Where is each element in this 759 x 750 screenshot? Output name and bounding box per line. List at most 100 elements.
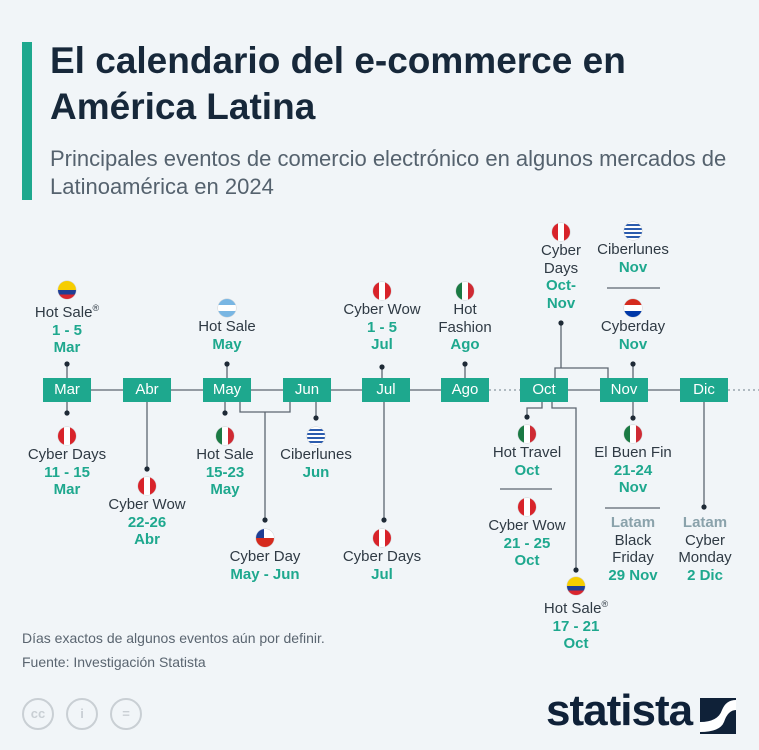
month-ago: Ago <box>441 378 489 402</box>
event: Cyber Wow 22-26 Abr <box>72 477 222 549</box>
flag-mexico-icon <box>216 427 234 445</box>
event: Latam Cyber Monday 2 Dic <box>630 514 759 584</box>
month-jul: Jul <box>362 378 410 402</box>
event-name: Hot Sale® <box>34 303 100 321</box>
event-name: Monday <box>678 549 732 566</box>
event-date: 21-24 <box>613 461 653 479</box>
event-date: May <box>212 335 242 353</box>
event-name: Cyber Day <box>229 548 301 565</box>
flag-peru-icon <box>518 498 536 516</box>
event-date: May - Jun <box>230 565 300 583</box>
month-dic: Dic <box>680 378 728 402</box>
flag-peru-icon <box>138 477 156 495</box>
event-date: Nov <box>618 258 648 276</box>
month-oct: Oct <box>520 378 568 402</box>
flag-peru-icon <box>58 427 76 445</box>
event-name: Cyber Wow <box>108 496 186 513</box>
statista-logo-mark-icon <box>700 698 736 734</box>
event-name: Cyber Days <box>27 446 107 463</box>
event: Cyber Days Oct- Nov <box>486 223 636 312</box>
event-date: 22-26 <box>127 513 167 531</box>
event-date: Oct <box>514 552 540 569</box>
connector-line <box>239 402 291 413</box>
flag-peru-icon <box>373 529 391 547</box>
event-date: Oct- <box>546 277 576 294</box>
event-date: Ago <box>450 336 480 353</box>
connector-line <box>554 367 609 378</box>
connector-dot <box>381 517 387 523</box>
event-name: Hot Sale <box>196 446 254 463</box>
event-name: Hot Sale <box>198 318 256 335</box>
event: Hot Sale 15-23 May <box>150 427 300 499</box>
event-name: Hot <box>453 301 477 318</box>
flag-paraguay-icon <box>624 299 642 317</box>
accent-bar <box>22 42 32 200</box>
event-date: Oct <box>563 635 589 652</box>
connector-line <box>526 402 543 417</box>
connector-dot <box>64 410 70 416</box>
connector-dot <box>573 567 579 573</box>
event-name: Black <box>614 531 652 549</box>
event-name: Cyber <box>540 242 581 259</box>
event-name: Ciberlunes <box>597 241 669 258</box>
month-jun: Jun <box>283 378 331 402</box>
event-date: 11 - 15 <box>44 463 90 481</box>
event-name: El Buen Fin <box>594 444 672 461</box>
event-date: Mar <box>53 339 81 356</box>
no-derivatives-icon[interactable]: = <box>110 698 142 730</box>
source-note: Fuente: Investigación Statista <box>22 654 206 670</box>
event-date: Nov <box>618 335 648 353</box>
event: Hot Sale May <box>152 299 302 353</box>
event: Ciberlunes Nov <box>558 222 708 276</box>
flag-argentina-icon <box>218 299 236 317</box>
flag-chile-icon <box>256 529 274 547</box>
event: Hot Travel Oct <box>452 425 602 479</box>
event-name: Cyberday <box>600 318 666 335</box>
event-date: 17 - 21 <box>552 617 600 635</box>
event: Cyber Days Jul <box>307 529 457 583</box>
flag-peru-icon <box>552 223 570 241</box>
flag-mexico-icon <box>624 425 642 443</box>
event-name: Cyber <box>684 531 725 549</box>
connector-dot <box>630 415 636 421</box>
connector-line <box>551 402 577 570</box>
event-date: 21 - 25 <box>503 534 551 552</box>
month-nov: Nov <box>600 378 648 402</box>
registered-mark: ® <box>601 599 609 609</box>
connector-dot <box>524 414 530 420</box>
event-region: Latam <box>682 514 728 531</box>
event-date: Nov <box>618 479 648 496</box>
flag-colombia-icon <box>567 577 585 595</box>
connector-dot <box>701 504 707 510</box>
month-may: May <box>203 378 251 402</box>
event-name: Friday <box>612 549 654 566</box>
event-date: Jul <box>371 336 393 353</box>
flag-uruguay-icon <box>307 427 325 445</box>
connector-dot <box>462 361 468 367</box>
event: Cyber Day May - Jun <box>190 529 340 583</box>
event-name: Cyber Wow <box>488 517 566 534</box>
event-name: Days <box>543 259 579 277</box>
flag-mexico-icon <box>456 282 474 300</box>
event-name: Cyber Days <box>342 548 422 565</box>
connector-dot <box>222 410 228 416</box>
connector-dot <box>64 361 70 367</box>
event-date: 1 - 5 <box>366 318 397 336</box>
event: Cyber Days 11 - 15 Mar <box>0 427 142 499</box>
event-date: 29 Nov <box>608 566 658 584</box>
cc-icon[interactable]: cc <box>22 698 54 730</box>
connector-dot <box>379 364 385 370</box>
event: El Buen Fin 21-24 Nov <box>558 425 708 497</box>
statista-logo[interactable]: statista <box>546 686 693 735</box>
event-date: Jul <box>371 565 393 583</box>
event: Cyberday Nov <box>558 299 708 353</box>
registered-mark: ® <box>92 303 100 313</box>
flag-uruguay-icon <box>624 222 642 240</box>
flag-peru-icon <box>373 282 391 300</box>
connector-dot <box>144 466 150 472</box>
connector-dot <box>558 320 564 326</box>
event-date: 15-23 <box>205 463 245 481</box>
attribution-icon[interactable]: i <box>66 698 98 730</box>
connector-dot <box>224 361 230 367</box>
